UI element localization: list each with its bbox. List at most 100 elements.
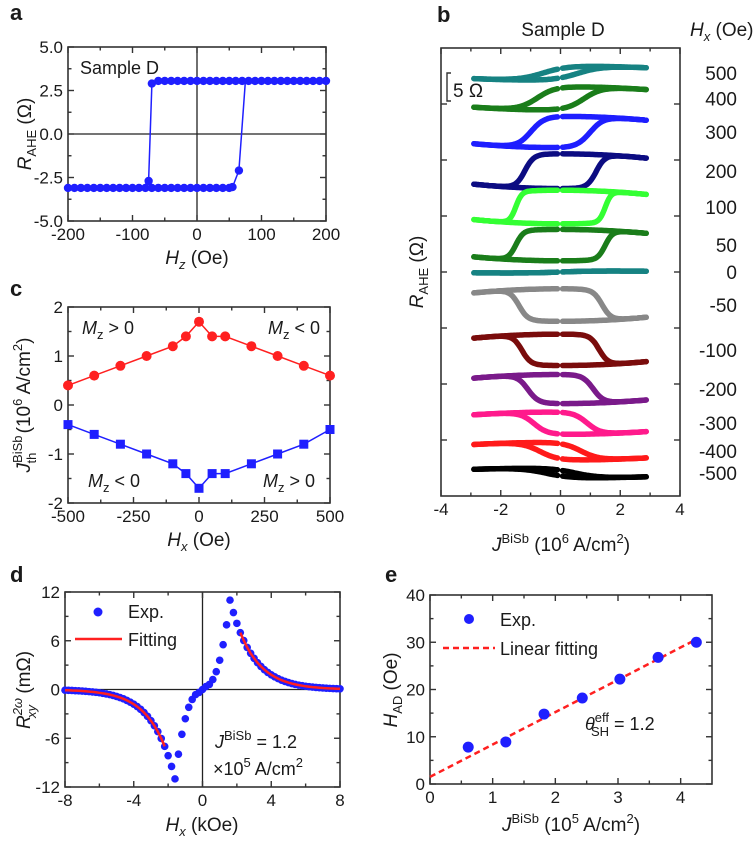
data-point [215,656,224,665]
data-point [181,469,191,479]
data-point [325,370,335,381]
data-point [164,751,172,760]
x-axis-label-e: JBiSb (105 A/cm2) [501,811,640,836]
data-point [218,76,227,86]
data-point [233,619,241,628]
data-point [212,76,221,86]
loop-series-50 [471,226,649,264]
data-point [174,750,183,758]
y-tick-label: 12 [41,583,60,602]
data-point [283,76,292,86]
loop-series-200 [471,151,649,192]
x-tick-label: 4 [676,788,685,807]
loop-series--400 [471,439,649,463]
loop-series--100 [471,331,649,369]
data-point [89,183,99,193]
x-tick-label: 100 [247,225,275,244]
x-axis-label-b: JBiSb (106 A/cm2) [491,531,630,556]
y-axis-label-c: JBiSbth (106 A/cm2) [10,338,39,474]
data-point [128,183,137,193]
data-point [325,425,335,434]
data-point [500,736,512,748]
data-point [614,673,626,685]
panel-label-a: a [10,0,23,25]
annotation-mz-lower-right: Mz > 0 [263,471,315,495]
x-tick-label: -4 [126,791,141,810]
annotation-mz-upper-left: Mz > 0 [82,318,134,342]
data-point [186,183,195,193]
x-axis-label-a: Hz (Oe) [165,248,229,272]
series-positive [63,316,335,391]
loop-series--500 [471,465,649,481]
data-point [576,692,588,704]
data-point [205,76,215,86]
x-tick-label: -100 [115,225,149,244]
plot-frame [429,594,713,785]
y-axis-label-d: R2ωxy (mΩ) [10,651,39,729]
y-tick-label: 2 [54,298,63,317]
data-point [276,76,286,86]
y-tick-label: 0 [416,775,425,794]
data-point [96,183,105,193]
data-point [263,76,273,86]
y-tick-label: -1 [48,445,63,464]
data-point [225,76,234,86]
hx-label: 50 [716,236,737,257]
x-tick-label: 500 [316,507,344,526]
data-point [289,76,298,86]
x-tick-label: 1 [488,788,497,807]
ascending-branch [471,331,649,367]
data-point [142,449,152,459]
data-point [220,331,231,342]
x-tick-label: -2 [493,500,508,519]
data-point [199,183,208,193]
data-point [167,76,176,86]
x-tick-label: 0 [198,791,207,810]
ascending-branch [471,268,649,276]
data-point [199,76,208,86]
data-point [147,183,157,193]
y-axis-label-a: RAHE (Ω) [15,98,39,171]
data-point [141,351,152,361]
fit-line [64,688,166,747]
loop-series-300 [471,113,649,151]
y-tick-label: 30 [406,633,425,652]
data-point [178,730,186,739]
data-point [115,439,125,449]
data-point [184,703,193,712]
x-tick-label: 200 [312,225,340,244]
data-point [70,183,79,193]
ascending-branch [471,115,649,151]
data-point [690,636,702,648]
hx-label: -50 [710,296,737,317]
ascending-branch [471,409,649,436]
hx-label: 400 [705,89,737,110]
x-tick-label: 4 [675,500,684,519]
x-tick-label: 2 [551,788,560,807]
loop-series--300 [471,409,649,438]
hx-label: 200 [705,162,737,183]
data-point [315,76,324,86]
data-point [226,596,234,604]
data-point [219,640,227,649]
data-point [192,76,202,86]
ascending-branch [471,371,649,405]
data-point [302,76,311,86]
data-point [234,166,244,175]
data-point [102,183,111,193]
ascending-branch [471,286,649,322]
y-tick-label: 20 [406,681,425,700]
x-tick-label: -500 [51,507,85,526]
data-point [205,183,215,193]
data-point [299,439,309,449]
data-point [296,76,305,86]
x-tick-label: 2 [616,500,625,519]
x-tick-label: -8 [57,791,72,810]
data-point [212,667,221,676]
legend-label-fitting: Fitting [128,630,177,650]
loop-series--50 [471,286,649,325]
x-tick-label: 0 [556,500,565,519]
legend-label-linear-fitting: Linear fitting [500,639,598,659]
data-point [270,76,279,86]
